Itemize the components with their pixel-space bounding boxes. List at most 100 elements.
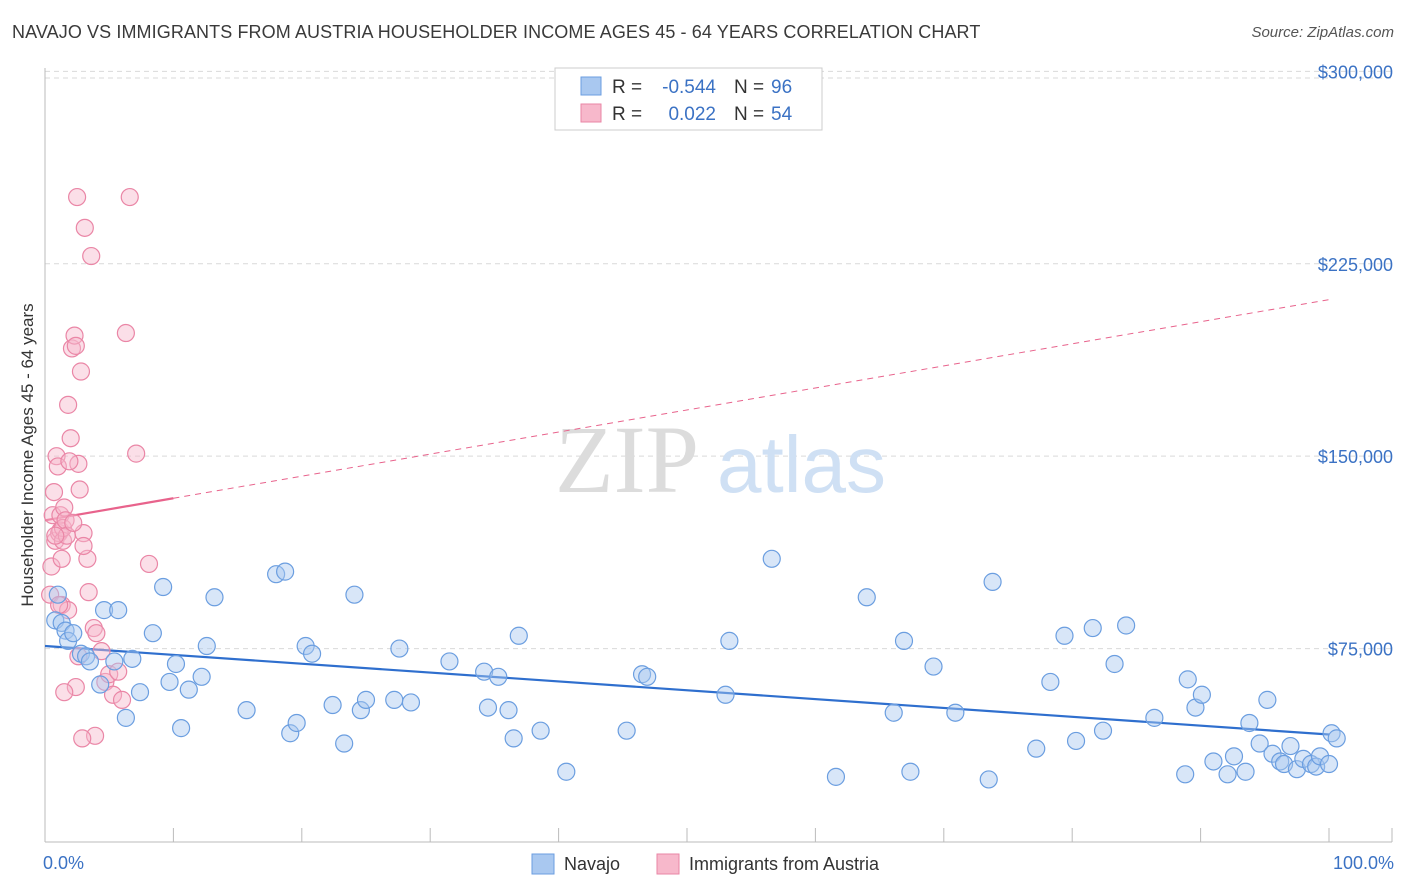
navajo-point [335,734,354,753]
correlation-legend: R = -0.544 N = 96 R = 0.022 N = 54 [554,67,823,131]
navajo-point [762,549,781,568]
chart-title: NAVAJO VS IMMIGRANTS FROM AUSTRIA HOUSEH… [12,22,981,42]
navajo-point [351,701,370,720]
navajo-point [884,703,903,722]
austria-point [70,480,89,499]
navajo-point [475,662,494,681]
austria-point [127,444,146,463]
navajo-point [1236,762,1255,781]
navajo-point [1218,765,1237,784]
bottom-legend-austria: Immigrants from Austria [689,854,880,874]
navajo-point [478,698,498,717]
navajo-point [1055,626,1074,645]
austria-point [46,526,65,545]
navajo-point [1322,724,1341,743]
y-tick-label: $300,000 [1318,62,1393,82]
navajo-point [1083,618,1102,638]
navajo-point [123,649,142,668]
navajo-point [143,624,162,643]
navajo-point [166,654,186,674]
navajo-point [1066,731,1086,751]
austria-point [67,187,87,207]
navajo-point [1041,672,1060,692]
navajo-point [205,588,224,607]
navajo-point [946,703,965,722]
legend-navajo-r: -0.544 [662,77,716,98]
y-axis-title: Householder Income Ages 45 - 64 years [18,303,37,606]
austria-point [64,513,83,532]
austria-point [87,624,106,643]
trend-lines [44,299,1330,736]
navajo-point [1176,765,1195,784]
navajo-point [172,719,191,738]
austria-point [41,585,60,604]
navajo-point [1319,754,1339,774]
navajo-point [632,665,652,684]
navajo-point [924,657,943,676]
navajo-point [1240,713,1259,733]
svg-text:N =: N = [734,77,764,98]
svg-text:R =: R = [612,77,642,98]
navajo-point [1327,729,1346,748]
navajo-point [617,721,636,740]
grid-lines [45,70,1392,650]
navajo-point [237,701,256,720]
navajo-point [1287,760,1307,779]
austria-point [69,647,88,666]
legend-navajo-n: 96 [771,77,792,98]
austria-point [109,662,128,681]
source-label: Source: ZipAtlas.com [1251,24,1394,41]
legend-swatch-austria [580,103,602,123]
navajo-point [509,626,528,645]
austria-point [116,323,135,343]
navajo-point [1204,752,1223,771]
navajo-point [1192,685,1211,704]
navajo-point [197,636,216,656]
austria-point [44,482,64,502]
axes [44,68,1393,843]
navajo-point [116,708,135,727]
austria-point [48,457,67,476]
y-tick-labels: $75,000 $150,000 $225,000 $300,000 [1318,62,1393,659]
watermark-atlas: atlas [717,420,886,509]
svg-text:N =: N = [734,104,764,125]
legend-swatch-navajo [580,76,602,96]
x-tick-label-right: 100.0% [1333,853,1394,873]
navajo-point [281,724,300,743]
navajo-point [504,729,523,748]
austria-point [73,729,92,748]
navajo-point [826,767,846,786]
navajo-point [638,667,657,686]
navajo-point [983,572,1002,591]
navajo-point [1250,734,1269,753]
navajo-point [1224,747,1244,766]
navajo-point [857,588,876,607]
austria-point [120,187,139,207]
navajo-trend-line [44,644,1330,736]
austria-point [71,362,91,381]
navajo-point [1281,736,1300,756]
austria-point [42,557,61,576]
navajo-point [91,675,110,694]
navajo-point [401,693,421,712]
navajo-point [531,721,550,740]
austria-point [59,395,78,414]
navajo-point [323,695,342,715]
navajo-point [1027,739,1046,758]
navajo-point [901,762,920,781]
navajo-point [276,562,295,581]
navajo-point [356,690,376,709]
navajo-point [979,770,998,789]
navajo-point [105,652,124,671]
austria-point [75,218,94,237]
legend-austria-r: 0.022 [668,104,716,125]
navajo-point [440,652,459,671]
watermark-zip: ZIP [555,406,699,513]
bottom-legend-swatch-navajo [531,853,555,875]
navajo-point [385,690,404,709]
austria-point [60,452,79,471]
navajo-point [499,701,518,720]
navajo-point [192,667,211,686]
navajo-point [302,644,322,663]
austria-point [74,536,93,556]
